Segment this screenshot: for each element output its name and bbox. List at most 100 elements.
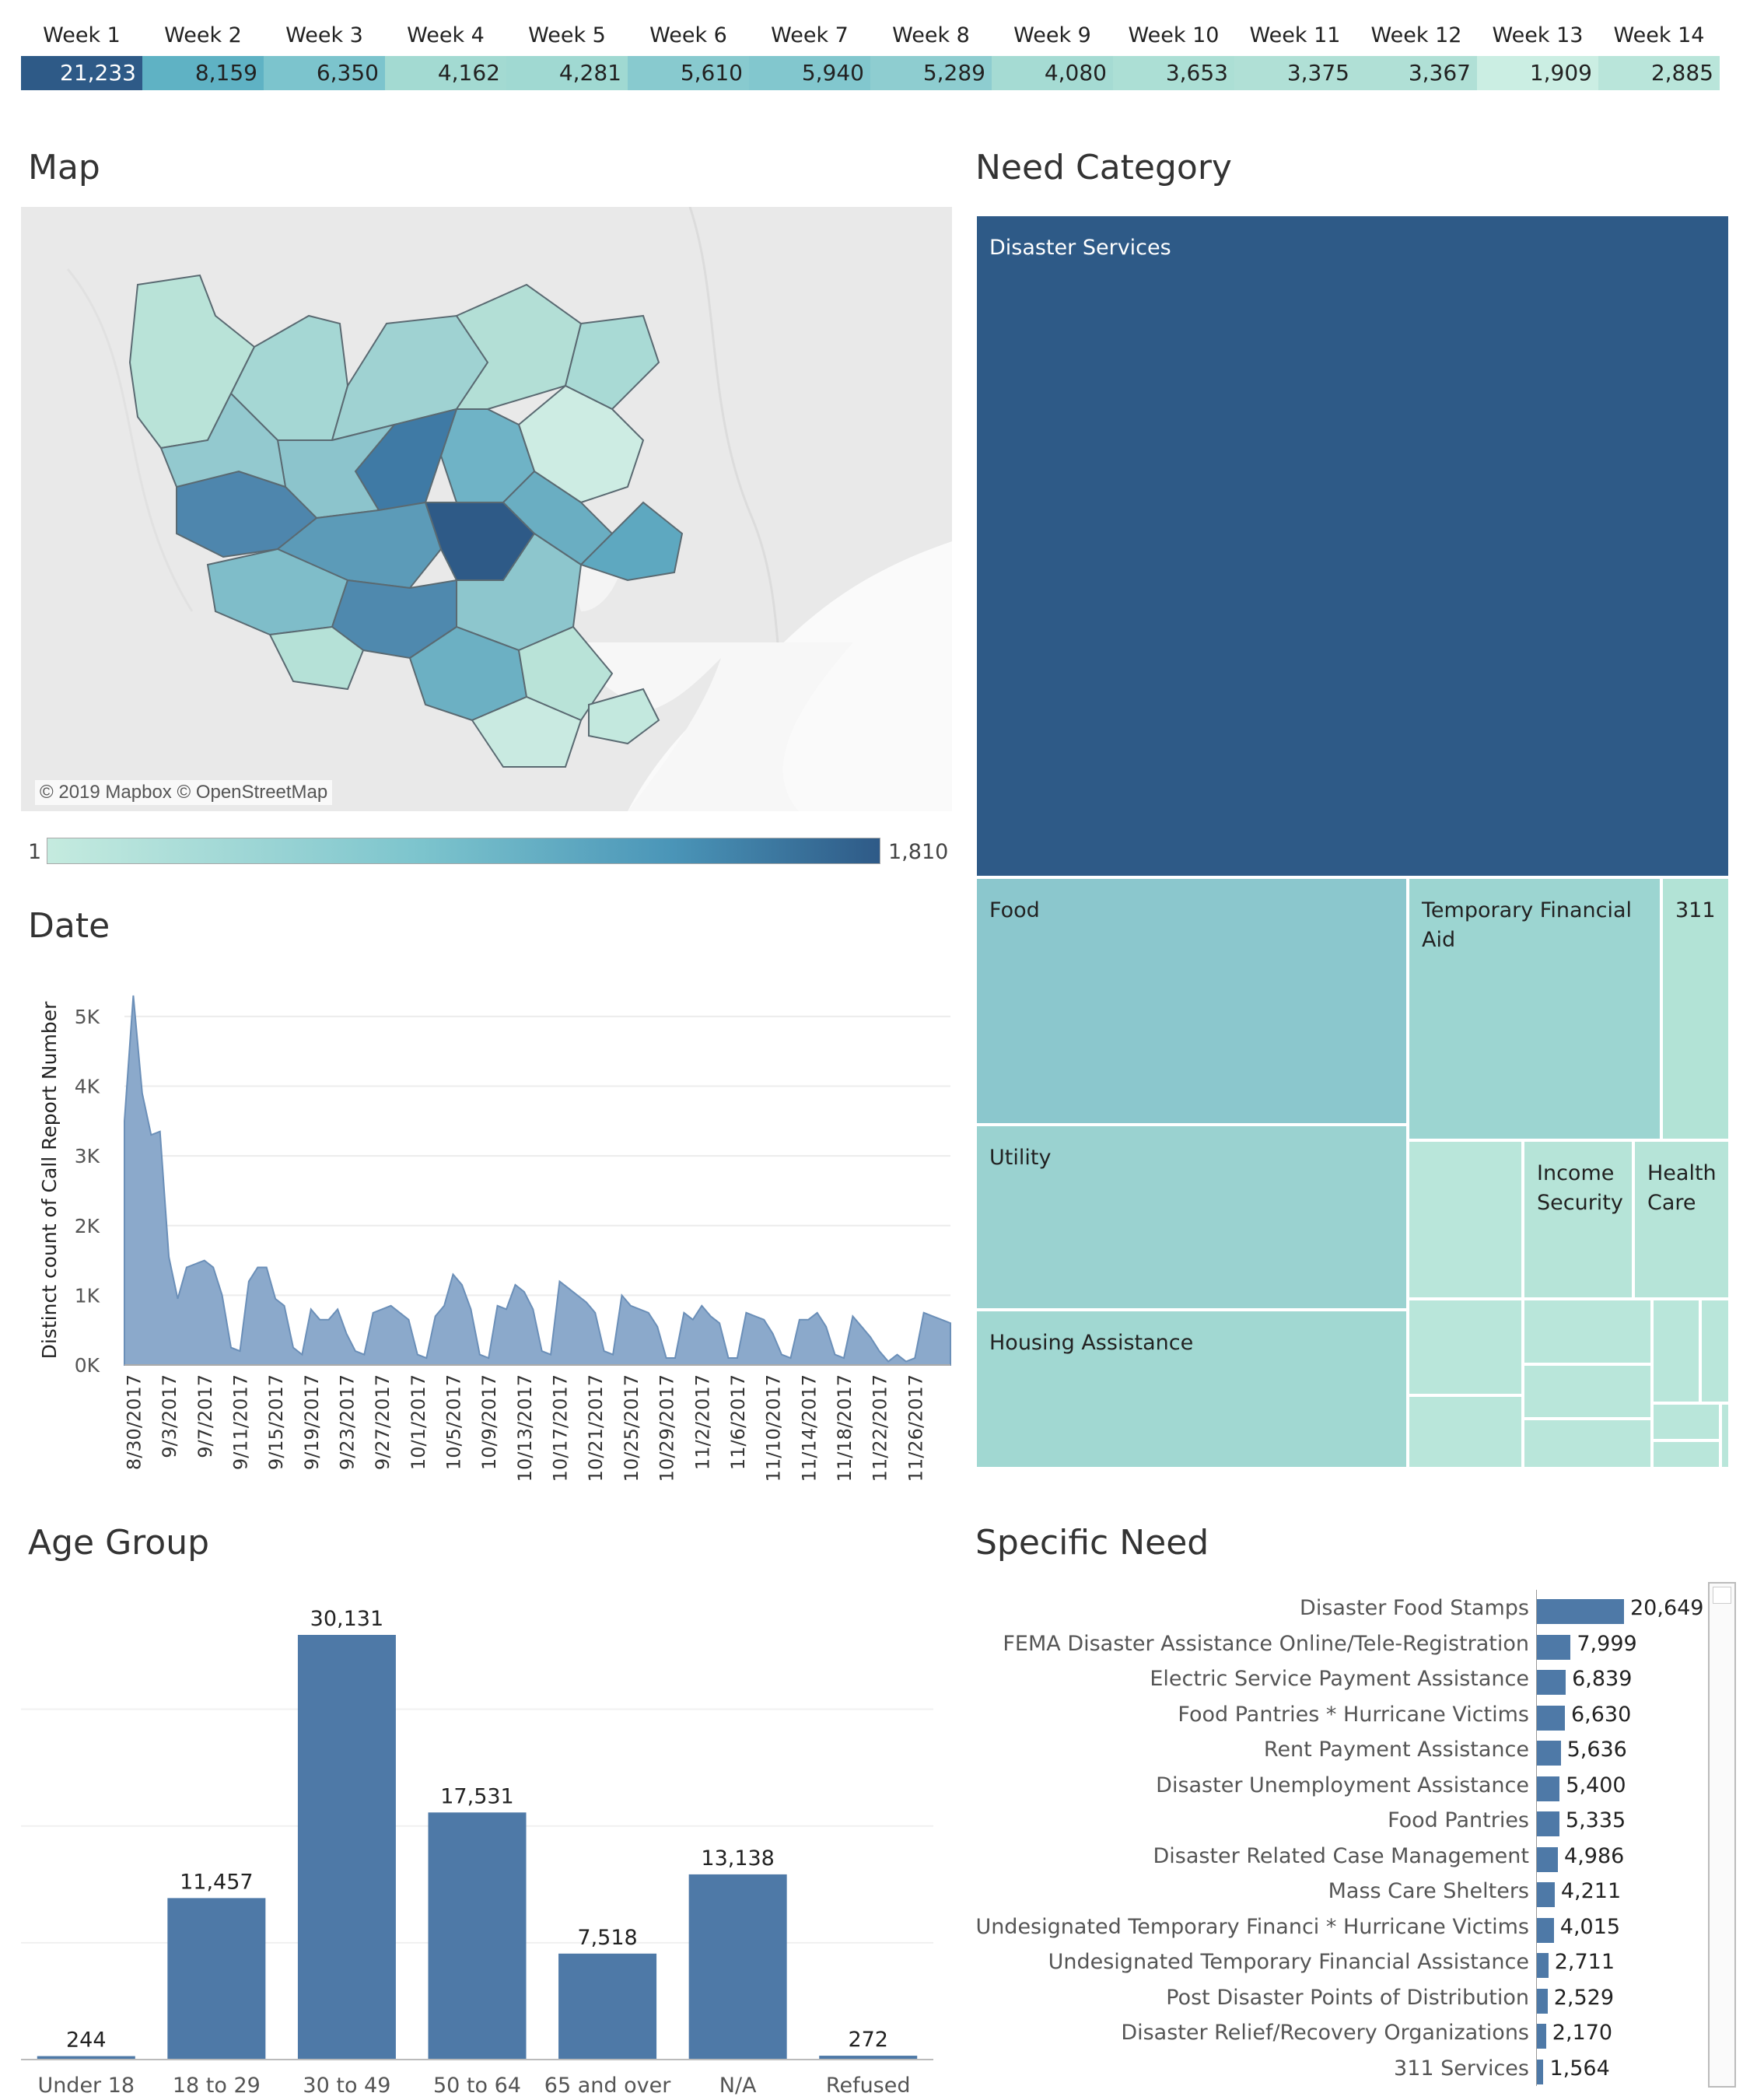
- week-label: Week 1: [43, 23, 121, 47]
- specific-need-bar[interactable]: [1537, 1599, 1624, 1624]
- specific-need-bar[interactable]: [1537, 1705, 1565, 1731]
- age-category-label: 50 to 64: [433, 2074, 521, 2098]
- treemap-cell-311[interactable]: 311: [1661, 877, 1730, 1140]
- week-value-cell[interactable]: 5,289: [870, 56, 992, 90]
- age-bar-value-label: 30,131: [310, 1607, 383, 1631]
- specific-need-bar[interactable]: [1537, 1741, 1561, 1766]
- age-category-label: Under 18: [37, 2074, 135, 2098]
- treemap-cell-minor[interactable]: [1652, 1403, 1720, 1440]
- map-view[interactable]: © 2019 Mapbox © OpenStreetMap: [21, 207, 952, 811]
- specific-need-value-label: 6,839: [1572, 1667, 1633, 1691]
- week-value-cell[interactable]: 6,350: [264, 56, 385, 90]
- specific-need-bar[interactable]: [1537, 1917, 1554, 1943]
- week-value-cell[interactable]: 3,653: [1113, 56, 1234, 90]
- week-value-cell[interactable]: 4,281: [506, 56, 628, 90]
- treemap-cell-utility[interactable]: Utility: [975, 1125, 1408, 1310]
- treemap-cell-minor[interactable]: [1652, 1440, 1720, 1468]
- specific-need-value-label: 5,400: [1566, 1773, 1626, 1797]
- week-value-cell[interactable]: 3,367: [1356, 56, 1477, 90]
- specific-need-bar[interactable]: [1537, 1846, 1559, 1872]
- map-attribution: © 2019 Mapbox © OpenStreetMap: [35, 780, 333, 805]
- age-bar[interactable]: [297, 1635, 396, 2060]
- date-x-tick-label: 11/10/2017: [763, 1374, 785, 1482]
- specific-need-bar[interactable]: [1537, 1988, 1548, 2014]
- week-label: Week 7: [771, 23, 849, 47]
- date-x-tick-label: 11/18/2017: [834, 1374, 856, 1482]
- treemap-cell-minor[interactable]: [1720, 1403, 1730, 1468]
- specific-need-category-label: Food Pantries: [1388, 1808, 1529, 1832]
- age-bar[interactable]: [428, 1812, 527, 2060]
- treemap-cell-minor[interactable]: [1523, 1419, 1652, 1468]
- date-x-tick-label: 10/13/2017: [514, 1374, 536, 1482]
- date-y-tick-label: 4K: [75, 1076, 100, 1098]
- specific-need-value-label: 5,636: [1566, 1738, 1627, 1762]
- date-x-tick-label: 9/15/2017: [265, 1374, 287, 1470]
- date-x-tick-label: 9/7/2017: [194, 1374, 216, 1458]
- specific-need-bar-chart: Disaster Food Stamps 20,649 FEMA Disaster …: [975, 1579, 1706, 2086]
- age-bar[interactable]: [167, 1898, 266, 2060]
- date-title: Date: [28, 906, 110, 946]
- week-label: Week 9: [1013, 23, 1091, 47]
- treemap-cell-housing-assistance[interactable]: Housing Assistance: [975, 1310, 1408, 1468]
- specific-need-category-label: Undesignated Temporary Financi * Hurrica…: [975, 1914, 1529, 1939]
- treemap-cell-food[interactable]: Food: [975, 877, 1408, 1125]
- treemap-cell-income-security[interactable]: Income Security: [1523, 1140, 1633, 1299]
- specific-need-category-label: Mass Care Shelters: [1328, 1879, 1529, 1903]
- treemap-cell-health-care[interactable]: Health Care: [1633, 1140, 1730, 1299]
- treemap-cell-minor[interactable]: [1408, 1395, 1523, 1468]
- specific-need-bar[interactable]: [1537, 1634, 1571, 1660]
- week-value-cell[interactable]: 8,159: [142, 56, 264, 90]
- specific-need-bar[interactable]: [1537, 1953, 1549, 1978]
- specific-need-scrollbar[interactable]: [1708, 1582, 1736, 2088]
- date-x-tick-label: 10/1/2017: [408, 1374, 429, 1470]
- treemap-cell-minor[interactable]: [1523, 1364, 1652, 1419]
- week-value-cell[interactable]: 5,610: [628, 56, 749, 90]
- week-value-cell[interactable]: 4,162: [385, 56, 506, 90]
- specific-need-value-label: 7,999: [1577, 1631, 1637, 1656]
- age-category-label: Refused: [826, 2074, 911, 2098]
- treemap-cell-temporary-financial-aid[interactable]: Temporary Financial Aid: [1408, 877, 1661, 1140]
- treemap-cell-minor[interactable]: [1408, 1299, 1523, 1395]
- week-label: Week 11: [1249, 23, 1341, 47]
- treemap-cell-disaster-services[interactable]: Disaster Services: [975, 215, 1730, 877]
- specific-need-bar[interactable]: [1537, 1776, 1560, 1801]
- treemap-cell-minor[interactable]: [1523, 1299, 1652, 1364]
- treemap-cell-minor[interactable]: [1408, 1140, 1523, 1299]
- specific-need-value-label: 4,211: [1560, 1879, 1622, 1903]
- week-label: Week 3: [285, 23, 363, 47]
- specific-need-value-label: 20,649: [1630, 1596, 1704, 1620]
- date-area[interactable]: [124, 995, 951, 1366]
- specific-need-category-label: Undesignated Temporary Financial Assista…: [1048, 1950, 1529, 1974]
- specific-need-bar[interactable]: [1537, 1882, 1555, 1907]
- age-bar[interactable]: [688, 1874, 787, 2060]
- treemap-cell-minor[interactable]: [1652, 1299, 1700, 1403]
- week-value-cell[interactable]: 3,375: [1234, 56, 1356, 90]
- need-category-title: Need Category: [975, 148, 1232, 187]
- specific-need-category-label: Rent Payment Assistance: [1263, 1738, 1529, 1762]
- specific-need-bar[interactable]: [1537, 1670, 1566, 1695]
- age-bar[interactable]: [819, 2056, 918, 2060]
- specific-need-bar[interactable]: [1537, 2059, 1544, 2084]
- date-area-chart: 0K 1K 2K 3K 4K 5K Distinct count of Call Repor…: [38, 995, 951, 1482]
- treemap-cell-minor[interactable]: [1700, 1299, 1730, 1403]
- week-value-cell[interactable]: 4,080: [992, 56, 1113, 90]
- scrollbar-thumb[interactable]: [1713, 1587, 1731, 1604]
- date-y-tick-label: 3K: [75, 1145, 100, 1167]
- age-group-title: Age Group: [28, 1523, 210, 1563]
- age-bar[interactable]: [37, 2056, 135, 2060]
- age-bar[interactable]: [558, 1953, 657, 2060]
- specific-need-value-label: 4,015: [1559, 1914, 1621, 1939]
- specific-need-bar[interactable]: [1537, 1811, 1559, 1836]
- week-label: Week 2: [164, 23, 242, 47]
- week-label: Week 14: [1613, 23, 1705, 47]
- specific-need-category-label: FEMA Disaster Assistance Online/Tele-Reg…: [1003, 1631, 1529, 1656]
- week-value-cell[interactable]: 5,940: [749, 56, 870, 90]
- specific-need-bar[interactable]: [1537, 2024, 1546, 2049]
- map-canvas: [66, 207, 952, 811]
- week-value-cell[interactable]: 2,885: [1598, 56, 1720, 90]
- date-x-tick-label: 9/3/2017: [159, 1374, 180, 1458]
- week-value-cell[interactable]: 21,233: [21, 56, 142, 90]
- week-value-cell[interactable]: 1,909: [1477, 56, 1598, 90]
- treemap-cell-label: 311: [1675, 898, 1716, 922]
- age-bar-value-label: 11,457: [180, 1870, 253, 1894]
